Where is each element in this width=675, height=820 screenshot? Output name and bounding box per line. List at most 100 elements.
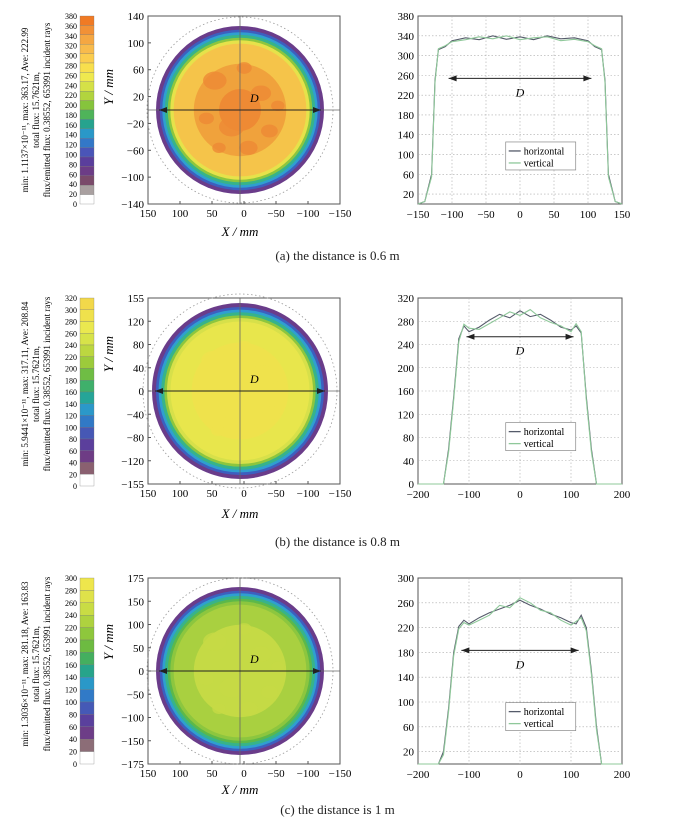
colorbar-swatch <box>79 333 95 346</box>
chart-xtick-label: −100 <box>441 209 464 221</box>
stats-line2: total flux: 15.7621m, <box>31 626 41 702</box>
map-ytick-label: 100 <box>128 620 145 632</box>
chart-ytick-label: 300 <box>398 573 415 585</box>
colorbar-swatch <box>79 138 95 148</box>
colorbar-swatch <box>79 297 95 310</box>
colorbar-swatch <box>79 25 95 35</box>
chart-D-label: D <box>515 85 525 99</box>
map-arrow-left <box>159 107 167 113</box>
colorbar-swatch <box>79 194 95 205</box>
panel-b: min: 5.9441×10⁻¹¹, max: 317.11, Ave: 208… <box>0 284 675 554</box>
colorbar-tick-label: 120 <box>65 141 77 150</box>
colorbar-swatch <box>79 109 95 120</box>
map-blob <box>219 117 245 137</box>
chart-ytick-label: 120 <box>398 409 415 421</box>
map-ytick-label: −140 <box>121 199 144 211</box>
caption-a: (a) the distance is 0.6 m <box>275 248 400 263</box>
series-line-vertical <box>417 35 623 205</box>
map-xtick-label: 0 <box>241 208 247 220</box>
stats-block: min: 1.1137×10⁻¹¹, max: 363.17, Ave: 222… <box>20 22 52 197</box>
map-blob <box>218 398 245 419</box>
colorbar-swatch <box>79 368 95 381</box>
map-xtick-label: 50 <box>207 208 219 220</box>
map-ytick-label: −50 <box>127 689 145 701</box>
map-xtick-label: 100 <box>172 768 189 780</box>
map-arrow-right <box>317 388 325 394</box>
colorbar-tick-label: 260 <box>65 71 77 80</box>
colorbar-swatch <box>79 34 95 45</box>
colorbar-tick-label: 220 <box>65 624 77 633</box>
colorbar-swatch <box>79 62 95 73</box>
stats-line1: min: 1.3036×10⁻¹¹, max: 281.18, Ave: 163… <box>20 581 30 747</box>
chart-ytick-label: 180 <box>398 110 415 122</box>
map-xtick-label: 150 <box>140 208 157 220</box>
map-blob <box>196 393 213 406</box>
colorbar-swatch <box>79 415 95 428</box>
map-blob <box>251 365 273 382</box>
colorbar: 3002802602402202001801601401201008060402… <box>65 574 95 769</box>
map-blob <box>198 112 214 125</box>
stats-line1: min: 1.1137×10⁻¹¹, max: 363.17, Ave: 222… <box>20 27 30 192</box>
map-blob <box>198 673 214 686</box>
colorbar-swatch <box>79 664 95 678</box>
colorbar-swatch <box>79 450 95 463</box>
colorbar-swatch <box>79 391 95 404</box>
colorbar-tick-label: 300 <box>65 306 77 315</box>
map-blob <box>261 124 278 138</box>
colorbar-tick-label: 240 <box>65 81 77 90</box>
map-ytick-label: 20 <box>133 92 145 104</box>
caption-b: (b) the distance is 0.8 m <box>275 534 400 549</box>
chart-D-label: D <box>515 657 525 671</box>
map-xtick-label: −150 <box>329 208 352 220</box>
map-blob <box>201 350 226 370</box>
chart-ytick-label: 100 <box>398 697 415 709</box>
colorbar-tick-label: 20 <box>69 470 77 479</box>
panel-b-svg: min: 5.9441×10⁻¹¹, max: 317.11, Ave: 208… <box>20 293 631 521</box>
colorbar-swatch <box>79 462 95 475</box>
map-xtick-label: 0 <box>241 768 247 780</box>
colorbar-swatch <box>79 714 95 727</box>
chart-ytick-label: 300 <box>398 51 415 63</box>
map-xlabel: X / mm <box>221 224 259 239</box>
legend-label: horizontal <box>524 146 565 157</box>
map-blob <box>271 100 285 111</box>
map-blob <box>210 425 226 437</box>
colorbar-tick-label: 160 <box>65 661 77 670</box>
chart-xtick-label: 0 <box>517 209 523 221</box>
colorbar-swatch <box>79 652 95 665</box>
colorbar-swatch <box>79 438 95 451</box>
map-arrow-left <box>155 388 163 394</box>
colorbar-swatch <box>79 166 95 176</box>
map-xtick-label: 50 <box>207 768 219 780</box>
stats-line1: min: 5.9441×10⁻¹¹, max: 317.11, Ave: 208… <box>20 301 30 466</box>
map-D-label: D <box>249 372 259 386</box>
chart-ytick-label: 380 <box>398 11 415 23</box>
stats-line2: total flux: 15.7621m, <box>31 72 41 148</box>
chart-ytick-label: 100 <box>398 150 415 162</box>
flux-map: D 150 100 50 0 −50 −100 −150 155 120 80 40 0 −40 −80 −1… <box>121 293 352 500</box>
map-xlabel: X / mm <box>221 782 259 797</box>
chart-arrow-left <box>448 75 457 82</box>
colorbar-tick-label: 360 <box>65 22 77 31</box>
profile-chart: 300 260 220 180 140 100 60 20 −200 −100 0 100 200 Dho… <box>398 573 631 781</box>
colorbar-tick-label: 240 <box>65 341 77 350</box>
chart-xtick-label: −50 <box>477 209 495 221</box>
series-line-vertical <box>418 308 622 485</box>
chart-ytick-label: 320 <box>398 293 415 305</box>
map-xtick-label: 100 <box>172 208 189 220</box>
colorbar-swatch <box>79 677 95 690</box>
chart-xtick-label: 0 <box>517 489 523 501</box>
stats-block: min: 5.9441×10⁻¹¹, max: 317.11, Ave: 208… <box>20 296 52 471</box>
map-ytick-label: −175 <box>121 759 144 771</box>
chart-ytick-label: 40 <box>403 456 415 468</box>
colorbar-tick-label: 0 <box>73 760 77 769</box>
colorbar-swatch <box>79 590 95 603</box>
colorbar-swatch <box>79 726 95 740</box>
chart-ytick-label: 20 <box>403 747 415 759</box>
colorbar-tick-label: 220 <box>65 91 77 100</box>
colorbar-tick-label: 320 <box>65 42 77 51</box>
map-blob <box>219 678 245 698</box>
map-blob <box>271 661 285 672</box>
chart-arrow-left <box>461 647 470 654</box>
colorbar-swatch <box>79 689 95 703</box>
